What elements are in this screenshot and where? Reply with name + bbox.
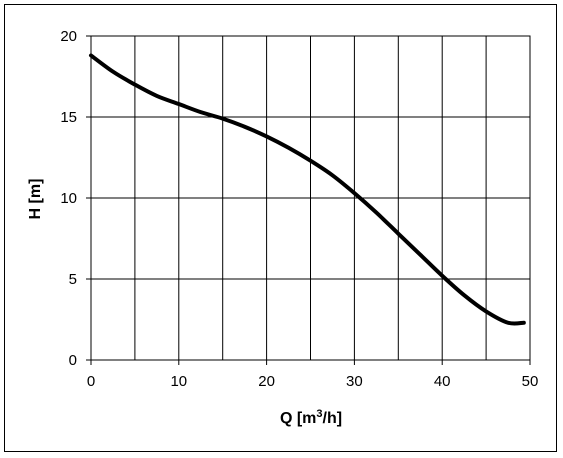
series-line <box>89 53 526 326</box>
x-axis-title-main: Q [m <box>280 410 316 427</box>
y-tick-label: 0 <box>69 352 77 369</box>
y-tick-label: 5 <box>69 271 77 288</box>
y-tick-label: 20 <box>60 28 77 45</box>
y-axis-title: H [m] <box>27 179 44 220</box>
y-tick-label: 10 <box>60 190 77 207</box>
series-layer <box>89 53 526 326</box>
x-axis-title: Q [m3/h] <box>280 408 342 427</box>
x-axis-title-tail: /h] <box>323 410 343 427</box>
x-tick-label: 40 <box>434 373 451 390</box>
x-tick-label: 20 <box>258 373 275 390</box>
x-axis-title-sup: 3 <box>316 408 322 420</box>
x-tick-label: 50 <box>522 373 539 390</box>
grid-layer <box>90 35 531 361</box>
x-tick-label: 30 <box>346 373 363 390</box>
x-tick-label: 10 <box>170 373 187 390</box>
y-tick-label: 15 <box>60 109 77 126</box>
chart-frame <box>4 4 557 452</box>
tick-layer: 0 10 20 30 40 50 0 5 10 15 20 <box>60 28 538 390</box>
x-tick-label: 0 <box>87 373 95 390</box>
